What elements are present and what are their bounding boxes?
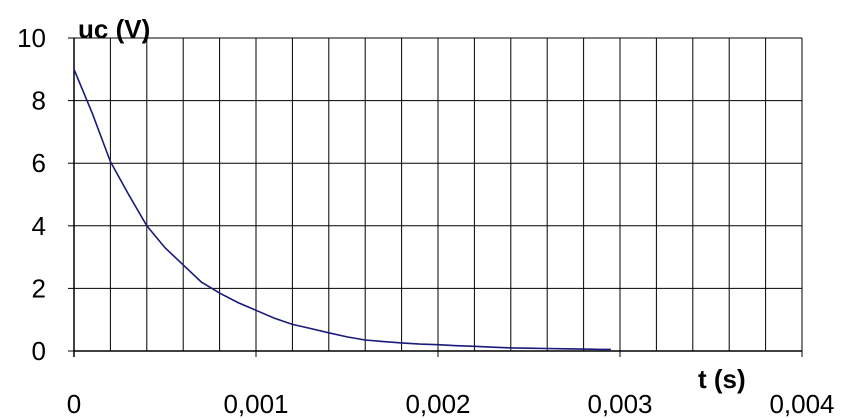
x-tick-label: 0,002 xyxy=(405,389,470,418)
x-tick-label: 0,003 xyxy=(587,389,652,418)
y-tick-label: 10 xyxy=(17,23,46,53)
x-tick-label: 0,004 xyxy=(769,389,834,418)
y-tick-label: 8 xyxy=(32,86,46,116)
x-tick-label: 0,001 xyxy=(223,389,288,418)
grid xyxy=(74,37,803,351)
y-tick-label: 6 xyxy=(32,148,46,178)
y-tick-label: 4 xyxy=(32,211,46,241)
x-axis-title: t (s) xyxy=(698,364,746,394)
y-tick-label: 2 xyxy=(32,273,46,303)
series-line xyxy=(73,68,611,351)
y-tick-label: 0 xyxy=(32,336,46,366)
axes xyxy=(68,37,803,357)
series-layer xyxy=(73,68,611,351)
y-axis-title: uc (V) xyxy=(78,14,150,44)
x-tick-label: 0 xyxy=(67,389,81,418)
tick-labels: 0 2 4 6 8 10 0 0,001 0,002 0,003 0,004 xyxy=(17,23,834,418)
